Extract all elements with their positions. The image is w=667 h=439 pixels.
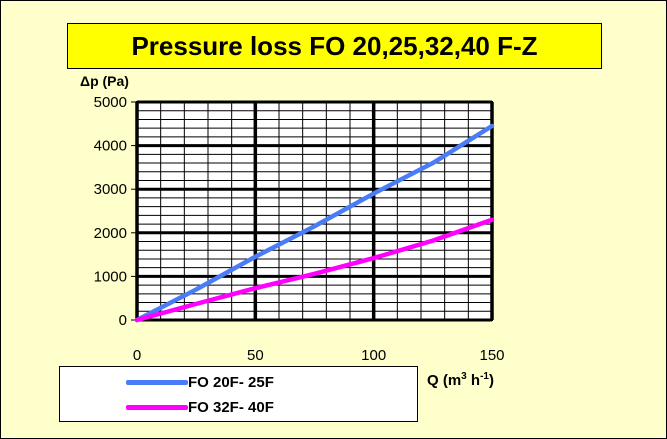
- x-tick-label: 100: [361, 347, 386, 364]
- y-axis-label: Δp (Pa): [80, 73, 129, 89]
- plot-border: [136, 101, 493, 321]
- y-tick-label: 2000: [94, 225, 127, 242]
- chart-title-box: Pressure loss FO 20,25,32,40 F-Z: [67, 23, 602, 69]
- legend-label-series-1: FO 20F- 25F: [188, 373, 274, 391]
- series-line-1: [134, 123, 495, 323]
- y-tick-label: 0: [119, 312, 127, 329]
- y-tick-label: 4000: [94, 138, 127, 155]
- y-tick-labels: 0 1000 2000 3000 4000 5000: [94, 94, 127, 329]
- chart-title: Pressure loss FO 20,25,32,40 F-Z: [131, 30, 538, 61]
- plot-area: [137, 102, 492, 320]
- x-tick-label: 50: [247, 347, 264, 364]
- legend-label-series-2: FO 32F- 40F: [188, 398, 274, 416]
- legend-swatch-series-2: [126, 404, 188, 410]
- y-tick-label: 3000: [94, 181, 127, 198]
- x-tick-label: 150: [479, 347, 504, 364]
- y-tick-label: 1000: [94, 268, 127, 285]
- legend: FO 20F- 25F FO 32F- 40F: [59, 366, 418, 422]
- y-tick-label: 5000: [94, 94, 127, 111]
- series-lines: [134, 123, 495, 323]
- grid-lines: [131, 100, 494, 322]
- x-tick-label: 0: [133, 347, 141, 364]
- series-line-2: [134, 217, 495, 323]
- x-axis-label: Q (m3 h-1): [427, 371, 494, 389]
- legend-swatch-series-1: [126, 379, 188, 385]
- x-tick-labels: 0 50 100 150: [133, 347, 505, 364]
